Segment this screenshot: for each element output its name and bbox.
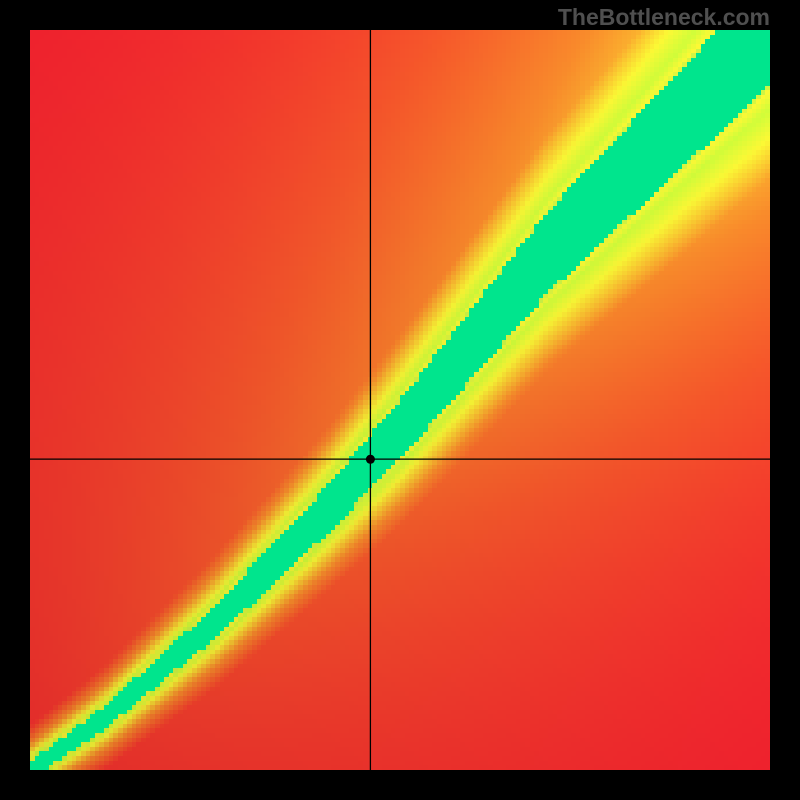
- watermark-text: TheBottleneck.com: [558, 4, 770, 31]
- bottleneck-heatmap: TheBottleneck.com: [0, 0, 800, 800]
- heatmap-canvas: [0, 0, 800, 800]
